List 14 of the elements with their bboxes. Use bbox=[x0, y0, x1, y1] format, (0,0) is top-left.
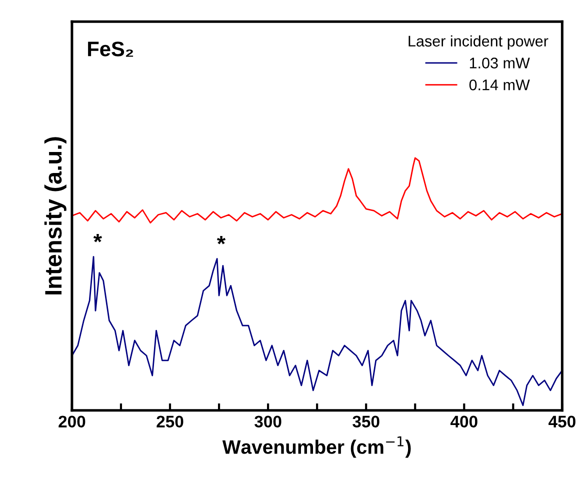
x-axis-title: Wavenumber (cm$^{−1}$) bbox=[222, 436, 411, 458]
legend-label: 0.14 mW bbox=[469, 80, 530, 90]
x-tick-label: 300 bbox=[254, 416, 282, 428]
legend-title: Laser incident power bbox=[408, 35, 548, 50]
x-tick-label: 200 bbox=[58, 416, 86, 428]
x-tick-label: 350 bbox=[352, 416, 380, 428]
text: FeS₂ bbox=[88, 42, 134, 57]
annotation: * bbox=[93, 234, 102, 242]
x-tick-label: 400 bbox=[450, 416, 478, 428]
annotation: * bbox=[216, 236, 226, 244]
legend-label: 1.03 mW bbox=[470, 58, 530, 68]
y-axis-title: Intensity (a.u.) bbox=[44, 137, 66, 294]
x-tick-label: 250 bbox=[156, 416, 184, 428]
x-tick-label: 450 bbox=[548, 416, 576, 428]
